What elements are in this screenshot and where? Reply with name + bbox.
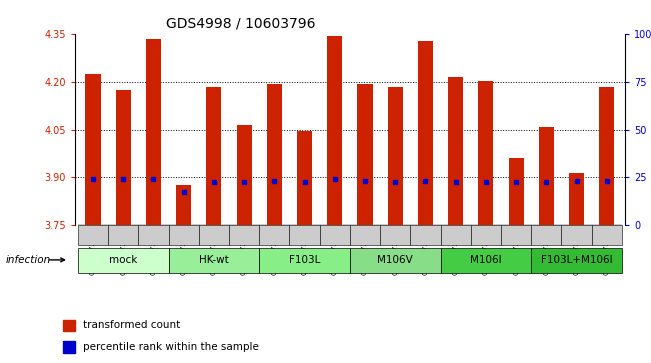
Text: F103L+M106I: F103L+M106I — [541, 255, 613, 265]
FancyBboxPatch shape — [108, 225, 138, 245]
Bar — [600, 87, 615, 225]
FancyBboxPatch shape — [78, 248, 169, 273]
FancyBboxPatch shape — [531, 225, 561, 245]
FancyBboxPatch shape — [199, 225, 229, 245]
FancyBboxPatch shape — [380, 225, 410, 245]
Bar — [146, 39, 161, 225]
Text: HK-wt: HK-wt — [199, 255, 229, 265]
Bar — [267, 84, 282, 225]
FancyBboxPatch shape — [531, 248, 622, 273]
Bar — [569, 173, 584, 225]
FancyBboxPatch shape — [78, 225, 108, 245]
FancyBboxPatch shape — [441, 225, 471, 245]
FancyBboxPatch shape — [259, 248, 350, 273]
FancyBboxPatch shape — [501, 225, 531, 245]
Text: transformed count: transformed count — [83, 321, 180, 330]
Text: M106I: M106I — [470, 255, 502, 265]
Text: M106V: M106V — [378, 255, 413, 265]
FancyBboxPatch shape — [169, 225, 199, 245]
FancyBboxPatch shape — [350, 225, 380, 245]
FancyBboxPatch shape — [561, 225, 592, 245]
FancyBboxPatch shape — [592, 225, 622, 245]
Bar — [85, 74, 100, 225]
Bar — [448, 77, 464, 225]
Bar — [388, 87, 403, 225]
Bar — [418, 41, 433, 225]
FancyBboxPatch shape — [410, 225, 441, 245]
Text: mock: mock — [109, 255, 137, 265]
FancyBboxPatch shape — [320, 225, 350, 245]
FancyBboxPatch shape — [138, 225, 169, 245]
Bar — [508, 158, 523, 225]
FancyArrowPatch shape — [49, 258, 64, 262]
Bar — [357, 84, 372, 225]
Bar — [539, 127, 554, 225]
FancyBboxPatch shape — [169, 248, 259, 273]
Text: percentile rank within the sample: percentile rank within the sample — [83, 342, 258, 352]
Bar — [206, 87, 221, 225]
Bar — [63, 320, 76, 331]
FancyBboxPatch shape — [290, 225, 320, 245]
FancyBboxPatch shape — [441, 248, 531, 273]
Bar — [116, 90, 131, 225]
FancyBboxPatch shape — [471, 225, 501, 245]
Bar — [236, 125, 252, 225]
FancyBboxPatch shape — [229, 225, 259, 245]
Text: GDS4998 / 10603796: GDS4998 / 10603796 — [166, 16, 316, 30]
Bar — [63, 342, 76, 353]
FancyBboxPatch shape — [259, 225, 290, 245]
Bar — [327, 36, 342, 225]
Text: F103L: F103L — [289, 255, 320, 265]
Bar — [478, 81, 493, 225]
Text: infection: infection — [6, 255, 51, 265]
Bar — [176, 185, 191, 225]
FancyBboxPatch shape — [350, 248, 441, 273]
Bar — [297, 131, 312, 225]
